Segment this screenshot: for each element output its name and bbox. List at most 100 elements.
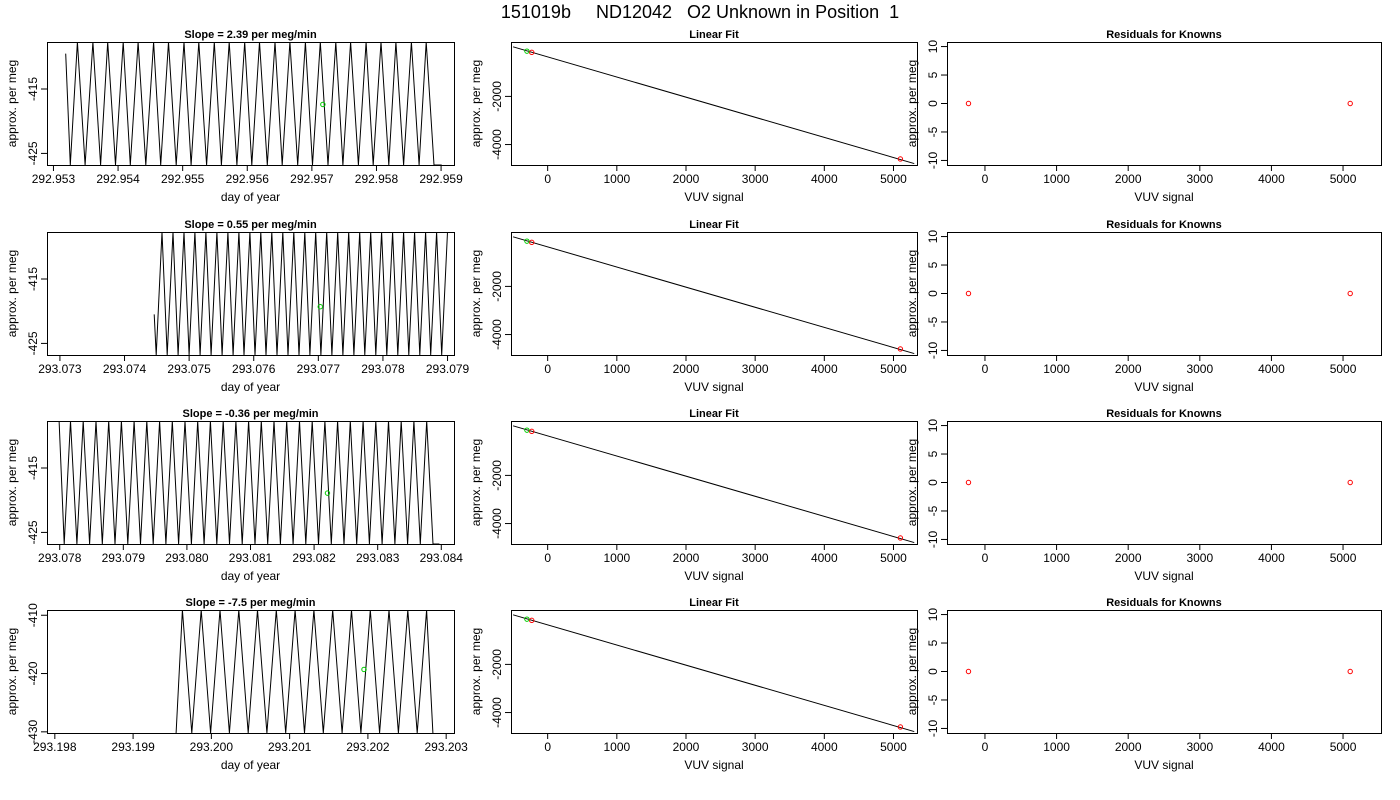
x-axis-label: day of year (221, 758, 280, 772)
known-point (529, 617, 535, 624)
y-axis-label: approx. per meg (469, 439, 483, 526)
y-tick-label: -5 (926, 316, 940, 327)
panel-title: Residuals for Knowns (1106, 29, 1222, 41)
plot-frame (511, 232, 918, 356)
panel-r0c1: Linear Fit 0 1000 2000 3000 4000 5000 -4000 -200… (469, 29, 918, 204)
x-tick-label: 0 (982, 172, 989, 186)
x-tick-label: 3000 (742, 551, 769, 565)
panel-r2c2: Residuals for Knowns 0 1000 2000 3000 4000 500… (905, 408, 1382, 583)
x-tick-label: 293.078 (361, 362, 405, 376)
x-tick-label: 5000 (880, 172, 907, 186)
x-tick-label: 1000 (603, 551, 630, 565)
x-tick-label: 5000 (1330, 172, 1357, 186)
panel-title: Linear Fit (689, 219, 739, 231)
x-tick-label: 3000 (1186, 362, 1213, 376)
y-tick-label: -415 (26, 456, 40, 480)
x-tick-label: 2000 (673, 551, 700, 565)
x-tick-label: 293.076 (232, 362, 276, 376)
panel-r1c0: Slope = 0.55 per meg/min 293.073 293.074 29… (5, 219, 470, 394)
y-axis-label: approx. per meg (5, 439, 19, 526)
y-tick-label: 5 (926, 71, 940, 78)
x-tick-label: 4000 (1258, 740, 1285, 754)
x-tick-label: 292.958 (355, 172, 399, 186)
y-tick-label: 10 (926, 230, 940, 244)
y-tick-label: 0 (926, 100, 940, 107)
known-point (965, 100, 972, 107)
x-axis-label: VUV signal (684, 190, 743, 204)
plot-frame (947, 232, 1382, 356)
y-tick-label: -415 (26, 267, 40, 291)
known-point (529, 49, 535, 56)
panel-title: Linear Fit (689, 29, 739, 41)
x-tick-label: 293.199 (111, 740, 155, 754)
panel-title: Slope = -0.36 per meg/min (182, 408, 318, 420)
y-tick-label: -4000 (490, 319, 504, 350)
panel-r1c2: Residuals for Knowns 0 1000 2000 3000 4000 500… (905, 219, 1382, 394)
known-point (529, 428, 535, 435)
x-tick-label: 1000 (1043, 740, 1070, 754)
panel-title: Slope = -7.5 per meg/min (186, 597, 316, 609)
x-tick-label: 292.956 (226, 172, 270, 186)
y-axis-label: approx. per meg (469, 250, 483, 337)
x-axis-label: day of year (221, 569, 280, 583)
x-tick-label: 0 (982, 740, 989, 754)
y-axis-label: approx. per meg (5, 60, 19, 147)
x-tick-label: 3000 (1186, 740, 1213, 754)
panel-title: Residuals for Knowns (1106, 597, 1222, 609)
x-axis-label: VUV signal (684, 758, 743, 772)
y-tick-label: -2000 (490, 460, 504, 491)
x-tick-label: 4000 (1258, 551, 1285, 565)
known-point (1347, 668, 1353, 675)
y-axis-label: approx. per meg (905, 439, 919, 526)
x-tick-label: 1000 (603, 362, 630, 376)
x-tick-label: 0 (544, 740, 551, 754)
panel-r3c1: Linear Fit 0 1000 2000 3000 4000 5000 -4000 -200… (469, 597, 918, 772)
panel-title: Slope = 0.55 per meg/min (184, 219, 317, 231)
x-tick-label: 0 (544, 362, 551, 376)
plot-frame (511, 42, 918, 166)
x-tick-label: 0 (544, 551, 551, 565)
x-tick-label: 293.081 (229, 551, 273, 565)
panel-r2c0: Slope = -0.36 per meg/min 293.078 293.079 2… (5, 408, 463, 583)
x-tick-label: 293.082 (292, 551, 336, 565)
y-tick-label: -5 (926, 505, 940, 516)
y-axis-label: approx. per meg (905, 628, 919, 715)
x-tick-label: 3000 (742, 362, 769, 376)
x-tick-label: 293.202 (346, 740, 390, 754)
x-tick-label: 3000 (1186, 172, 1213, 186)
plot-frame (511, 421, 918, 545)
y-tick-label: 10 (926, 608, 940, 622)
data-series-line (65, 42, 442, 165)
known-point (1347, 290, 1353, 297)
x-tick-label: 293.073 (38, 362, 82, 376)
y-axis-label: approx. per meg (905, 60, 919, 147)
fit-line (512, 425, 915, 544)
x-tick-label: 2000 (1115, 172, 1142, 186)
y-tick-label: -425 (26, 520, 40, 544)
x-tick-label: 4000 (811, 172, 838, 186)
unknown-point (324, 490, 331, 496)
x-tick-label: 2000 (673, 362, 700, 376)
x-tick-label: 0 (982, 551, 989, 565)
panel-r3c0: Slope = -7.5 per meg/min 293.198 293.199 29… (5, 597, 468, 772)
y-tick-label: 0 (926, 290, 940, 297)
x-axis-label: VUV signal (684, 569, 743, 583)
plot-frame (47, 610, 455, 734)
x-tick-label: 293.084 (420, 551, 464, 565)
y-tick-label: -5 (926, 126, 940, 137)
y-tick-label: -2000 (490, 81, 504, 112)
panel-r0c0: Slope = 2.39 per meg/min 292.953 292.954 29… (5, 29, 463, 204)
x-tick-label: 4000 (1258, 172, 1285, 186)
x-tick-label: 292.954 (96, 172, 140, 186)
y-tick-label: 0 (926, 668, 940, 675)
x-tick-label: 5000 (880, 551, 907, 565)
x-tick-label: 293.083 (356, 551, 400, 565)
y-tick-label: 5 (926, 639, 940, 646)
y-tick-label: -4000 (490, 129, 504, 160)
x-tick-label: 292.953 (32, 172, 76, 186)
x-tick-label: 293.078 (38, 551, 82, 565)
known-point (897, 156, 904, 162)
figure-title: 151019b ND12042 O2 Unknown in Position 1 (500, 2, 900, 22)
y-tick-label: -430 (26, 720, 40, 744)
